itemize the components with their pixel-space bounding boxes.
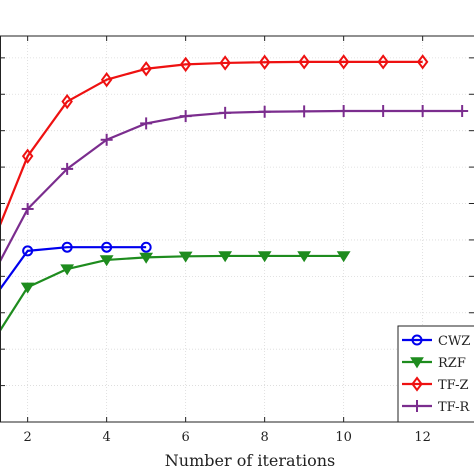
- series-tf-r: [0, 105, 469, 264]
- series-line-cwz: [0, 246, 147, 291]
- axes: 2 4 6 8 10 12: [0, 35, 474, 445]
- data-point-rzf: [257, 251, 272, 263]
- legend-marker: [411, 400, 423, 412]
- x-tick-label: 4: [103, 430, 111, 445]
- data-point-tf-r: [456, 105, 469, 118]
- legend: CWZ RZF TF-Z TF-R: [397, 325, 474, 423]
- legend-label: TF-R: [438, 400, 470, 415]
- data-point-cwz: [22, 245, 34, 257]
- series-rzf: [0, 251, 351, 333]
- x-tick-label: 10: [335, 430, 352, 445]
- data-point-tf-r: [179, 110, 192, 123]
- x-tick-label: 12: [414, 430, 431, 445]
- data-point-tf-r: [377, 105, 390, 118]
- series-line-tf-r: [0, 109, 463, 264]
- data-point-rzf: [99, 255, 114, 267]
- data-point-tf-z: [298, 54, 310, 70]
- series-line-tf-z: [0, 60, 423, 228]
- legend-marker: [411, 334, 423, 346]
- data-point-tf-r: [100, 133, 113, 146]
- legend-item-tf-z: TF-Z: [402, 376, 469, 393]
- data-point-tf-r: [61, 162, 74, 175]
- x-tick-label: 6: [182, 430, 190, 445]
- data-point-tf-r: [219, 106, 232, 119]
- legend-label: TF-Z: [438, 378, 469, 393]
- series-line-rzf: [0, 254, 344, 333]
- data-point-rzf: [60, 264, 75, 276]
- data-point-tf-z: [258, 54, 271, 70]
- legend-item-rzf: RZF: [402, 356, 466, 371]
- legend-label: CWZ: [438, 334, 470, 349]
- data-point-rzf: [336, 251, 351, 263]
- data-point-tf-r: [416, 105, 429, 118]
- x-axis-title: Number of iterations: [165, 451, 335, 470]
- legend-marker: [411, 376, 423, 392]
- legend-label: RZF: [438, 356, 466, 371]
- data-point-tf-r: [21, 202, 34, 215]
- data-point-rzf: [20, 282, 35, 294]
- legend-marker: [410, 357, 424, 369]
- data-point-rzf: [178, 251, 193, 263]
- data-point-rzf: [218, 251, 233, 263]
- data-point-rzf: [139, 252, 154, 264]
- data-point-tf-r: [258, 105, 271, 118]
- data-point-cwz: [140, 241, 152, 253]
- data-point-rzf: [297, 251, 312, 263]
- data-point-tf-z: [140, 61, 152, 77]
- data-point-tf-z: [61, 93, 73, 110]
- legend-item-cwz: CWZ: [402, 334, 470, 349]
- grid: [0, 36, 474, 422]
- x-tick-label: 2: [24, 430, 32, 445]
- data-point-tf-z: [377, 54, 389, 70]
- series-tf-z: [0, 54, 429, 228]
- data-point-cwz: [61, 241, 73, 253]
- data-point-tf-r: [337, 105, 350, 118]
- data-point-tf-z: [21, 148, 34, 164]
- x-tick-label: 8: [261, 430, 269, 445]
- series-layer: [0, 54, 469, 333]
- data-point-tf-z: [219, 55, 231, 71]
- data-point-tf-z: [100, 72, 113, 88]
- data-point-tf-z: [416, 54, 429, 70]
- data-point-tf-z: [179, 56, 192, 73]
- data-point-tf-r: [298, 105, 311, 118]
- data-point-tf-r: [140, 117, 153, 130]
- legend-item-tf-r: TF-R: [402, 400, 470, 415]
- data-point-tf-z: [337, 54, 350, 70]
- data-point-cwz: [101, 241, 113, 253]
- series-cwz: [0, 241, 152, 291]
